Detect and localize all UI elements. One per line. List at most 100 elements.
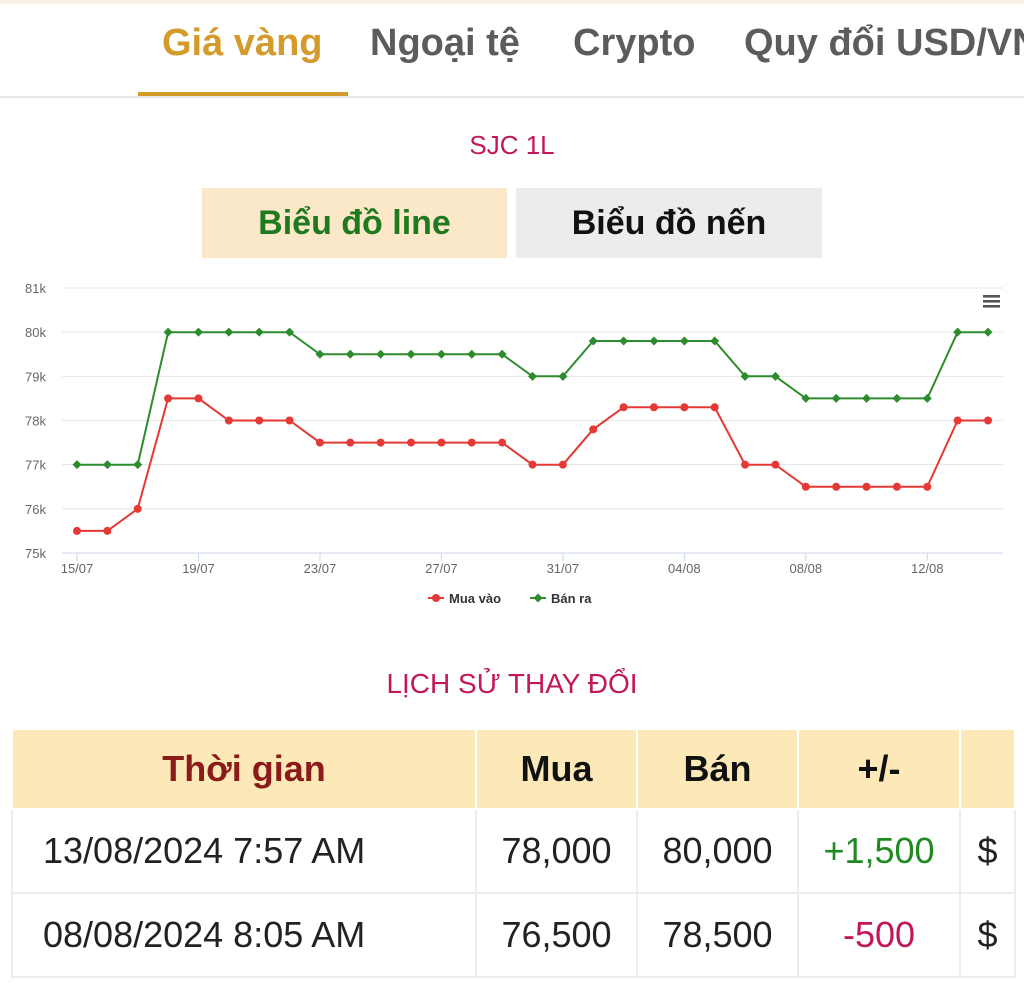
header-time: Thời gian xyxy=(11,728,477,810)
table-row[interactable]: 08/08/2024 8:05 AM 76,500 78,500 -500 $ xyxy=(11,892,1016,978)
table-row[interactable]: 13/08/2024 7:57 AM 78,000 80,000 +1,500 … xyxy=(11,808,1016,894)
data-point-buy xyxy=(710,403,719,412)
row-time: 08/08/2024 8:05 AM xyxy=(11,892,477,978)
tab-crypto[interactable]: Crypto xyxy=(573,22,696,64)
data-point-buy xyxy=(407,438,416,447)
data-point-buy xyxy=(315,438,324,447)
data-point-sell xyxy=(193,327,203,337)
data-point-buy xyxy=(376,438,385,447)
header-sell: Bán xyxy=(636,728,799,810)
data-point-sell xyxy=(102,460,112,470)
history-table: Thời gian Mua Bán +/- 13/08/2024 7:57 AM… xyxy=(11,728,1016,978)
y-tick-label: 76k xyxy=(25,502,46,517)
y-tick-label: 81k xyxy=(25,281,46,296)
data-point-buy xyxy=(589,425,598,434)
data-point-buy xyxy=(164,394,173,403)
data-point-buy xyxy=(619,403,628,412)
header-buy: Mua xyxy=(475,728,638,810)
active-tab-indicator xyxy=(138,92,348,96)
data-point-sell xyxy=(558,371,568,381)
data-point-sell xyxy=(953,327,963,337)
top-border xyxy=(0,0,1024,4)
x-tick-label: 31/07 xyxy=(547,561,580,576)
legend-label: Mua vào xyxy=(449,591,501,606)
row-currency-link[interactable]: $ xyxy=(959,808,1016,894)
data-point-buy xyxy=(255,416,264,425)
tab-gold-price[interactable]: Giá vàng xyxy=(162,22,323,64)
data-point-sell xyxy=(770,371,780,381)
data-point-sell xyxy=(436,349,446,359)
y-tick-label: 77k xyxy=(25,458,46,473)
data-point-buy xyxy=(953,416,962,425)
data-point-buy xyxy=(680,403,689,412)
hamburger-menu-icon[interactable] xyxy=(983,295,1000,308)
data-point-sell xyxy=(649,336,659,346)
table-header-row: Thời gian Mua Bán +/- xyxy=(11,728,1016,810)
data-point-sell xyxy=(315,349,325,359)
data-point-buy xyxy=(862,482,871,491)
history-title: LỊCH SỬ THAY ĐỔI xyxy=(386,668,638,699)
data-point-sell xyxy=(467,349,477,359)
x-tick-label: 12/08 xyxy=(911,561,944,576)
data-point-sell xyxy=(133,460,143,470)
data-point-buy xyxy=(923,482,932,491)
x-tick-label: 15/07 xyxy=(61,561,94,576)
y-tick-label: 78k xyxy=(25,414,46,429)
data-point-sell xyxy=(983,327,993,337)
data-point-sell xyxy=(710,336,720,346)
candlestick-chart-button[interactable]: Biểu đồ nến xyxy=(516,188,822,258)
row-sell: 78,500 xyxy=(636,892,799,978)
data-point-sell xyxy=(163,327,173,337)
chart-title: SJC 1L xyxy=(469,130,555,160)
x-tick-label: 27/07 xyxy=(425,561,458,576)
row-buy: 76,500 xyxy=(475,892,638,978)
data-point-buy xyxy=(285,416,294,425)
data-point-buy xyxy=(741,460,750,469)
data-point-buy xyxy=(73,526,81,535)
data-point-sell xyxy=(862,393,872,403)
data-point-sell xyxy=(831,393,841,403)
data-point-buy xyxy=(558,460,567,469)
row-time: 13/08/2024 7:57 AM xyxy=(11,808,477,894)
data-point-sell xyxy=(406,349,416,359)
legend-label: Bán ra xyxy=(551,591,592,606)
data-point-buy xyxy=(649,403,658,412)
data-point-buy xyxy=(528,460,537,469)
data-point-sell xyxy=(922,393,932,403)
data-point-buy xyxy=(194,394,203,403)
data-point-sell xyxy=(254,327,264,337)
data-point-sell xyxy=(619,336,629,346)
row-currency-link[interactable]: $ xyxy=(959,892,1016,978)
data-point-buy xyxy=(103,526,112,535)
data-point-sell xyxy=(801,393,811,403)
data-point-buy xyxy=(801,482,810,491)
data-point-sell xyxy=(285,327,295,337)
data-point-buy xyxy=(467,438,476,447)
tab-foreign-currency[interactable]: Ngoại tệ xyxy=(370,22,520,64)
x-tick-label: 23/07 xyxy=(304,561,337,576)
tab-usd-conversion[interactable]: Quy đổi USD/VND xyxy=(744,22,1024,64)
legend-marker xyxy=(533,593,543,603)
tab-bar: Giá vàng Ngoại tệ Crypto Quy đổi USD/VND xyxy=(0,4,1024,98)
data-point-buy xyxy=(133,504,142,513)
data-point-buy xyxy=(437,438,446,447)
x-tick-label: 19/07 xyxy=(182,561,215,576)
data-point-buy xyxy=(771,460,780,469)
row-buy: 78,000 xyxy=(475,808,638,894)
price-line-chart: 75k 76k 77k 78k 79k 80k 81k 15/07 19/07 23/07 27/0… xyxy=(25,281,1003,606)
data-point-sell xyxy=(740,371,750,381)
data-point-buy xyxy=(224,416,233,425)
data-point-sell xyxy=(892,393,902,403)
row-sell: 80,000 xyxy=(636,808,799,894)
data-point-buy xyxy=(892,482,901,491)
data-point-buy xyxy=(832,482,841,491)
data-point-sell xyxy=(588,336,598,346)
data-point-sell xyxy=(345,349,355,359)
row-change: -500 xyxy=(797,892,961,978)
line-chart-button[interactable]: Biểu đồ line xyxy=(202,188,507,258)
y-tick-label: 79k xyxy=(25,369,46,384)
data-point-sell xyxy=(528,371,537,381)
row-change: +1,500 xyxy=(797,808,961,894)
data-point-buy xyxy=(346,438,355,447)
data-point-sell xyxy=(376,349,386,359)
